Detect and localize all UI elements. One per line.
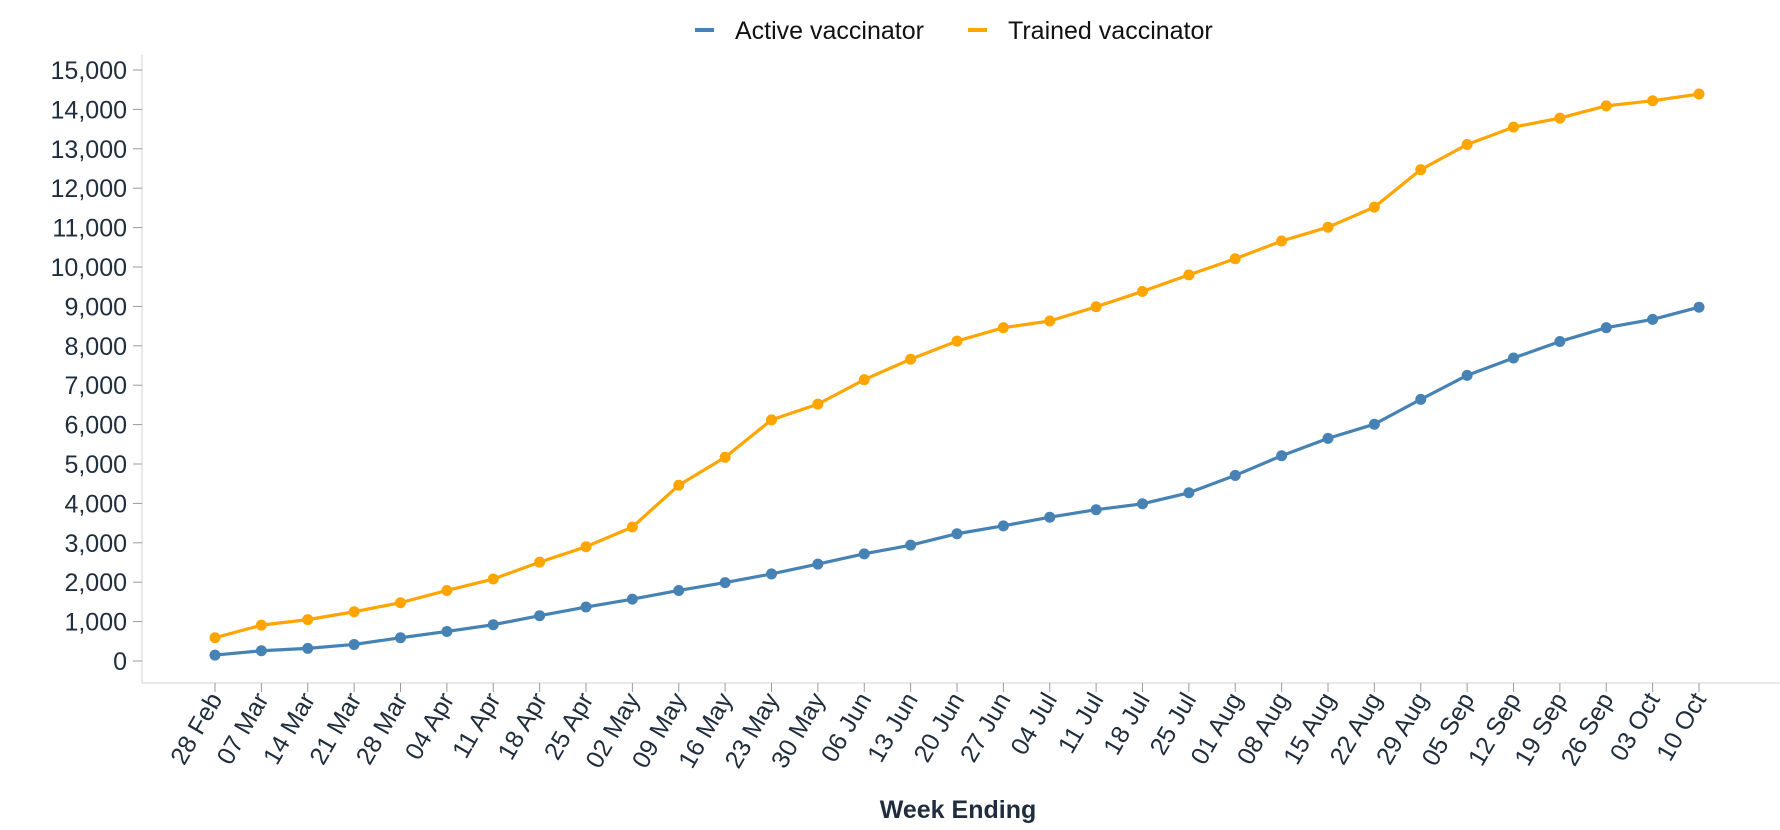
data-point[interactable]	[1508, 121, 1519, 133]
y-tick-label: 11,000	[52, 215, 127, 243]
data-point[interactable]	[1090, 301, 1102, 313]
data-point[interactable]	[580, 601, 592, 613]
x-tick-label: 04 Jul	[1005, 688, 1063, 760]
data-point[interactable]	[534, 610, 546, 622]
x-tick-label: 18 Jul	[1098, 688, 1156, 760]
data-point[interactable]	[719, 451, 731, 463]
data-point[interactable]	[858, 548, 870, 560]
y-tick-label: 10,000	[51, 254, 127, 282]
data-point[interactable]	[1368, 201, 1380, 213]
data-point[interactable]	[1647, 95, 1659, 107]
y-tick-label: 2,000	[64, 569, 127, 597]
data-point[interactable]	[580, 541, 592, 553]
data-point[interactable]	[997, 520, 1009, 532]
data-point[interactable]	[302, 614, 314, 626]
plot-area	[209, 88, 1705, 661]
data-point[interactable]	[487, 619, 499, 631]
data-point[interactable]	[1044, 315, 1056, 327]
data-point[interactable]	[1322, 432, 1334, 444]
data-point[interactable]	[626, 593, 638, 605]
data-point[interactable]	[1229, 469, 1241, 481]
data-point[interactable]	[1415, 164, 1427, 176]
data-point[interactable]	[395, 632, 406, 644]
series-line	[213, 92, 1701, 640]
data-point[interactable]	[441, 625, 453, 637]
data-point[interactable]	[1600, 100, 1612, 112]
x-axis-title: Week Ending	[880, 796, 1037, 824]
data-point[interactable]	[1647, 313, 1659, 325]
data-point[interactable]	[905, 539, 917, 551]
y-tick-label: 6,000	[64, 412, 127, 440]
series-0	[209, 301, 1705, 661]
data-point[interactable]	[626, 521, 638, 533]
data-point[interactable]	[858, 374, 870, 386]
y-tick-label: 13,000	[51, 136, 127, 164]
data-point[interactable]	[1368, 418, 1380, 430]
data-point[interactable]	[1461, 369, 1473, 381]
data-point[interactable]	[1600, 322, 1612, 334]
data-point[interactable]	[348, 606, 360, 618]
data-point[interactable]	[302, 642, 314, 654]
data-point[interactable]	[1322, 221, 1334, 233]
legend-label: Active vaccinator	[735, 17, 924, 45]
data-point[interactable]	[1415, 393, 1427, 405]
data-point[interactable]	[997, 322, 1009, 334]
data-point[interactable]	[1137, 498, 1148, 510]
y-tick-label: 5,000	[64, 451, 127, 479]
data-point[interactable]	[812, 398, 824, 410]
y-tick-label: 4,000	[64, 490, 127, 518]
y-tick-label: 8,000	[64, 333, 127, 361]
data-point[interactable]	[395, 597, 406, 609]
data-point[interactable]	[441, 584, 453, 596]
data-point[interactable]	[255, 645, 267, 657]
data-point[interactable]	[673, 584, 685, 596]
series-1	[209, 88, 1705, 644]
data-point[interactable]	[1183, 487, 1195, 499]
data-point[interactable]	[812, 558, 824, 570]
data-point[interactable]	[1693, 301, 1705, 313]
data-point[interactable]	[951, 528, 963, 540]
data-point[interactable]	[1183, 269, 1195, 281]
y-tick-label: 14,000	[51, 96, 127, 124]
data-point[interactable]	[1554, 112, 1566, 124]
y-tick-label: 9,000	[64, 293, 127, 321]
legend-item: Trained vaccinator	[968, 17, 1213, 45]
data-point[interactable]	[209, 649, 221, 661]
y-tick-label: 1,000	[64, 609, 127, 637]
legend-item: Active vaccinator	[695, 17, 924, 45]
legend: Active vaccinator Trained vaccinator	[695, 17, 1213, 45]
data-point[interactable]	[1508, 352, 1519, 364]
y-axis: 0 1,000 2,000 3,000 4,000 5,000 6,000 7,000 8,00…	[51, 55, 143, 683]
data-point[interactable]	[487, 573, 499, 585]
y-tick-label: 3,000	[64, 530, 127, 558]
series-line	[213, 305, 1701, 657]
legend-label: Trained vaccinator	[1008, 17, 1213, 45]
y-tick-label: 7,000	[64, 372, 127, 400]
y-tick-label: 12,000	[51, 175, 127, 203]
data-point[interactable]	[905, 353, 917, 365]
data-point[interactable]	[766, 568, 777, 580]
y-tick-label: 15,000	[51, 57, 127, 85]
data-point[interactable]	[348, 638, 360, 650]
data-point[interactable]	[1693, 88, 1705, 100]
data-point[interactable]	[1229, 253, 1241, 265]
data-point[interactable]	[1276, 235, 1288, 247]
y-tick-label: 0	[113, 648, 127, 676]
data-point[interactable]	[1461, 138, 1473, 150]
data-point[interactable]	[1554, 335, 1566, 347]
data-point[interactable]	[1044, 511, 1056, 523]
data-point[interactable]	[673, 479, 685, 491]
data-point[interactable]	[719, 577, 731, 589]
data-point[interactable]	[209, 632, 221, 644]
data-point[interactable]	[766, 414, 777, 426]
data-point[interactable]	[255, 619, 267, 631]
data-point[interactable]	[1090, 504, 1102, 516]
data-point[interactable]	[951, 335, 963, 347]
data-point[interactable]	[534, 556, 546, 568]
data-point[interactable]	[1276, 450, 1288, 462]
data-point[interactable]	[1137, 285, 1148, 297]
